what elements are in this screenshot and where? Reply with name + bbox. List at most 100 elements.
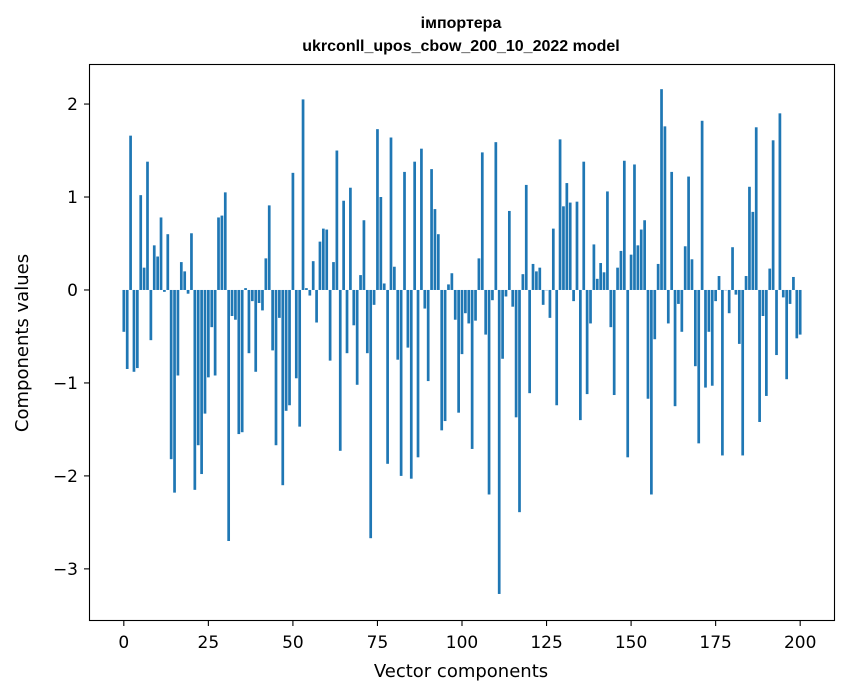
bar-72 (365, 289, 369, 354)
bar-18 (183, 271, 187, 290)
bar-58 (318, 241, 322, 290)
bar-168 (690, 259, 694, 290)
bar-106 (480, 152, 484, 290)
bar-93 (436, 234, 440, 290)
bar-194 (778, 113, 782, 290)
bar-17 (179, 262, 183, 290)
y-tick-label-0: −3 (53, 560, 78, 580)
bar-24 (203, 289, 207, 414)
bar-16 (176, 289, 180, 376)
bar-98 (453, 289, 457, 320)
x-axis-ticks: 0 25 50 75 100 125 150 175 200 (118, 620, 816, 653)
bar-89 (423, 289, 427, 309)
bar-97 (450, 273, 454, 290)
y-tick-label-4: 1 (67, 188, 78, 208)
bar-40 (257, 289, 261, 303)
bar-129 (558, 139, 562, 290)
x-tick-label-0: 0 (118, 633, 129, 653)
bar-82 (399, 289, 403, 476)
bar-111 (497, 289, 501, 594)
bar-196 (785, 289, 789, 380)
bar-185 (748, 186, 751, 290)
bar-41 (261, 289, 264, 311)
bar-9 (152, 245, 156, 290)
bar-74 (372, 289, 376, 305)
bar-23 (200, 289, 203, 475)
bar-104 (474, 289, 477, 321)
bar-22 (196, 289, 200, 446)
bar-164 (677, 289, 680, 304)
y-axis-ticks: −3 −2 −1 0 1 2 (53, 95, 90, 580)
bar-115 (511, 289, 515, 307)
bar-170 (697, 289, 701, 444)
bar-165 (680, 289, 684, 332)
bar-186 (751, 211, 755, 290)
bar-179 (727, 289, 731, 314)
bar-1 (125, 289, 129, 369)
bar-4 (135, 289, 139, 369)
bar-174 (710, 289, 714, 386)
bar-81 (396, 289, 400, 360)
bar-35 (240, 289, 244, 433)
bar-120 (528, 289, 531, 394)
x-tick-label-7: 175 (699, 633, 731, 653)
bar-166 (683, 246, 687, 290)
bar-44 (271, 289, 274, 351)
bar-79 (389, 137, 393, 290)
bar-50 (291, 172, 295, 290)
bar-8 (149, 289, 153, 341)
bar-48 (284, 289, 288, 411)
bar-156 (650, 289, 653, 495)
bar-20 (190, 233, 193, 290)
bar-33 (234, 289, 237, 320)
bar-76 (379, 197, 383, 290)
bar-145 (612, 289, 616, 396)
bar-138 (589, 289, 592, 324)
bar-30 (223, 192, 227, 290)
bar-114 (507, 210, 511, 290)
bar-167 (687, 176, 690, 290)
y-tick-label-3: 0 (67, 281, 78, 301)
bar-107 (484, 289, 488, 335)
y-axis-label: Components values (12, 254, 33, 432)
bar-59 (321, 228, 325, 290)
bar-56 (311, 261, 315, 290)
bar-49 (288, 289, 291, 406)
bar-131 (565, 183, 569, 290)
bar-132 (568, 202, 572, 290)
bar-6 (142, 267, 146, 290)
chart-title-line-2: ukrconll_upos_cbow_200_10_2022 model (302, 38, 619, 55)
bar-183 (741, 289, 745, 456)
plot-area-frame (88, 63, 836, 622)
bar-66 (345, 289, 349, 354)
bar-85 (409, 289, 413, 479)
bar-134 (575, 201, 579, 290)
x-tick-label-1: 25 (198, 633, 220, 653)
bar-161 (666, 289, 670, 324)
bar-13 (166, 234, 170, 290)
bar-117 (518, 289, 521, 513)
bar-52 (298, 289, 302, 427)
bar-181 (734, 289, 738, 295)
bar-158 (656, 263, 660, 290)
bar-193 (775, 289, 778, 356)
bar-95 (443, 289, 447, 422)
bar-173 (707, 289, 711, 332)
bar-27 (213, 289, 217, 376)
bar-19 (186, 289, 190, 294)
bar-12 (163, 289, 166, 292)
bar-46 (278, 289, 281, 318)
bar-130 (562, 206, 565, 290)
bar-11 (159, 217, 163, 290)
bar-21 (193, 289, 197, 490)
bar-105 (477, 258, 481, 290)
bar-62 (332, 262, 335, 290)
bar-100 (460, 289, 464, 355)
bar-188 (758, 289, 761, 422)
chart-title-line-1: імпортера (421, 15, 502, 32)
bar-102 (467, 289, 471, 324)
bar-184 (744, 276, 748, 290)
bar-88 (420, 148, 423, 290)
bar-92 (433, 209, 437, 290)
